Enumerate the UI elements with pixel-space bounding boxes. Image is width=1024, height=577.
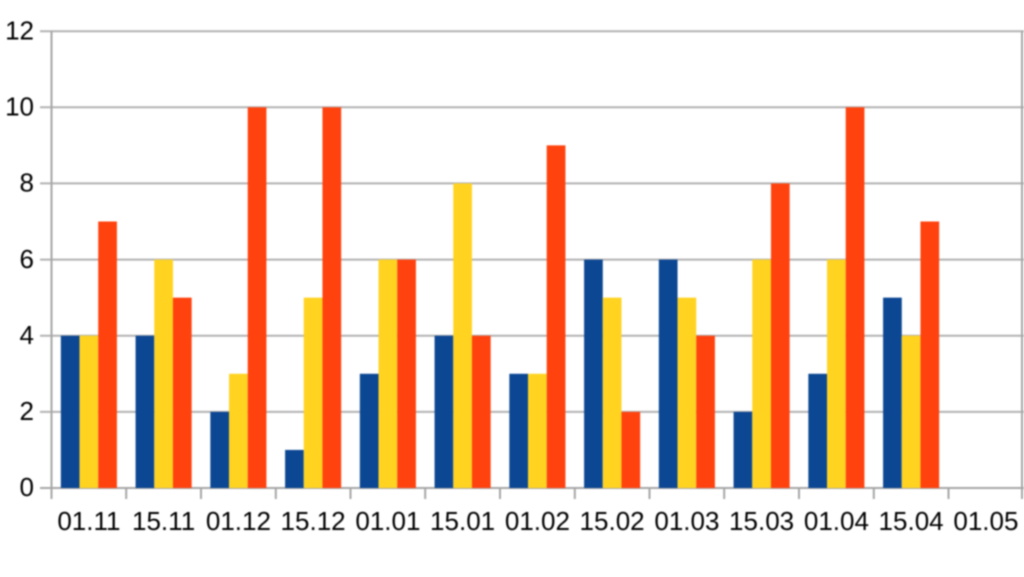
svg-text:01.02: 01.02 — [505, 506, 570, 536]
svg-text:8: 8 — [20, 168, 34, 198]
svg-text:01.05: 01.05 — [953, 506, 1018, 536]
svg-text:6: 6 — [20, 244, 34, 274]
svg-text:0: 0 — [20, 472, 34, 502]
svg-text:01.12: 01.12 — [206, 506, 271, 536]
svg-text:4: 4 — [20, 320, 34, 350]
svg-text:01.11: 01.11 — [57, 506, 120, 536]
svg-text:15.11: 15.11 — [132, 506, 195, 536]
svg-text:01.04: 01.04 — [804, 506, 869, 536]
svg-text:15.04: 15.04 — [879, 506, 944, 536]
svg-text:12: 12 — [5, 15, 34, 45]
svg-text:15.01: 15.01 — [430, 506, 495, 536]
svg-text:10: 10 — [5, 92, 34, 122]
svg-text:15.03: 15.03 — [729, 506, 794, 536]
svg-text:01.01: 01.01 — [355, 506, 420, 536]
svg-text:01.03: 01.03 — [654, 506, 719, 536]
svg-text:15.02: 15.02 — [580, 506, 645, 536]
svg-text:15.12: 15.12 — [281, 506, 346, 536]
svg-text:2: 2 — [20, 396, 34, 426]
